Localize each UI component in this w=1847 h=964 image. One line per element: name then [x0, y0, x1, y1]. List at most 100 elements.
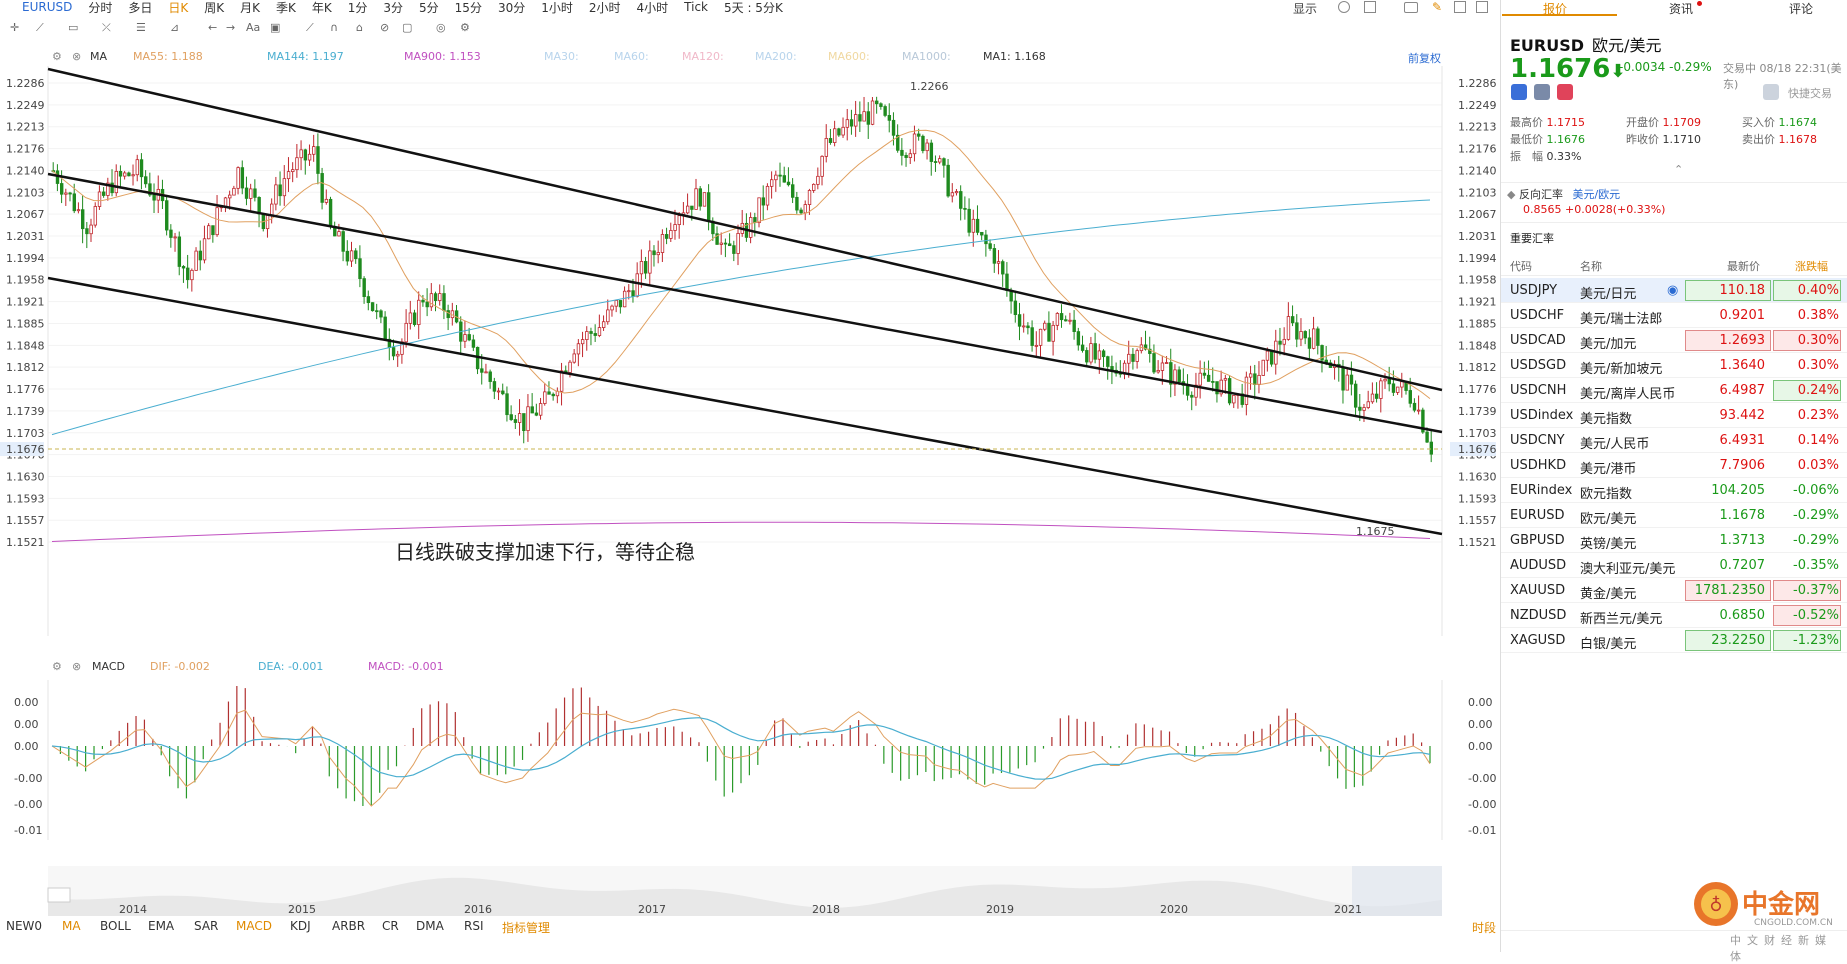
indicator-boll[interactable]: BOLL: [100, 919, 131, 933]
globe-icon[interactable]: [1511, 84, 1527, 100]
settings-icon[interactable]: ⚙: [52, 660, 62, 673]
fx-row[interactable]: EURUSD 欧元/美元 1.1678 -0.29%: [1501, 503, 1847, 528]
fx-row[interactable]: USDCNY 美元/人民币 6.4931 0.14%: [1501, 428, 1847, 453]
fx-row[interactable]: USDSGD 美元/新加坡元 1.3640 0.30%: [1501, 353, 1847, 378]
period-tab[interactable]: 5分: [419, 0, 439, 15]
watch-icon[interactable]: ◉: [1667, 283, 1679, 298]
period-tab[interactable]: 5天 : 5分K: [724, 0, 783, 15]
period-tab[interactable]: 年K: [311, 0, 332, 15]
ma-item[interactable]: MA60:: [614, 50, 649, 63]
image-tool-icon[interactable]: ▣: [270, 21, 281, 34]
symbol-tab[interactable]: EURUSD: [22, 0, 73, 14]
settings-icon[interactable]: [1338, 1, 1350, 13]
popout-icon[interactable]: [1476, 1, 1488, 13]
indicator-arbr[interactable]: ARBR: [332, 919, 366, 933]
quick-trade-button[interactable]: 快捷交易: [1788, 87, 1832, 100]
eye-icon[interactable]: ◎: [436, 21, 446, 34]
tab-news[interactable]: 资讯: [1669, 2, 1694, 16]
indicator-ema[interactable]: EMA: [148, 919, 175, 933]
period-tab[interactable]: 周K: [204, 0, 225, 15]
lock-icon[interactable]: ⌂: [356, 21, 363, 34]
adjust-button[interactable]: 前复权: [1408, 52, 1441, 65]
fx-row[interactable]: XAUUSD 黄金/美元 1781.2350 -0.37%: [1501, 578, 1847, 603]
camera-icon[interactable]: [1404, 2, 1418, 13]
chart-area[interactable]: EURUSD 分时 多日 日K 周K 月K 季K 年K 1分 3分 5分 15分…: [0, 0, 1500, 952]
fork-tool-icon[interactable]: ⤫: [102, 21, 111, 34]
fx-row[interactable]: AUDUSD 澳大利亚元/美元 0.7207 -0.35%: [1501, 553, 1847, 578]
fx-row[interactable]: USDCAD 美元/加元 1.2693 0.30%: [1501, 328, 1847, 353]
crosshair-icon[interactable]: ✛: [10, 21, 20, 34]
period-tab[interactable]: 3分: [383, 0, 404, 15]
indicator-dma[interactable]: DMA: [416, 919, 444, 933]
indicator-cr[interactable]: CR: [382, 919, 399, 933]
reverse-pair[interactable]: 美元/欧元: [1572, 188, 1621, 201]
header-change[interactable]: 涨跌幅: [1795, 260, 1828, 273]
ma-item[interactable]: MA30:: [544, 50, 579, 63]
display-menu[interactable]: 显示: [1293, 2, 1318, 16]
tab-comments[interactable]: 评论: [1789, 2, 1814, 16]
ma-item[interactable]: MA900: 1.153: [404, 50, 481, 63]
rect-tool-icon[interactable]: ▭: [68, 21, 79, 34]
ma-item[interactable]: MA55: 1.188: [133, 50, 203, 63]
macd-chart[interactable]: 0.00 0.00 0.00 0.00 0.00 0.00 -0.00 -0.00 -0.00 -…: [0, 680, 1500, 840]
period-tab-active[interactable]: 日K: [168, 0, 189, 15]
fullscreen-icon[interactable]: [1454, 1, 1466, 13]
text-tool-icon[interactable]: Aa: [246, 21, 261, 34]
delete-icon[interactable]: ▢: [402, 21, 413, 34]
ruler-icon[interactable]: ⟋: [306, 21, 314, 34]
fx-row[interactable]: USDJPY 美元/日元 110.18 0.40% ◉: [1501, 278, 1847, 303]
period-tab[interactable]: 4小时: [636, 0, 669, 15]
indicator-ma[interactable]: MA: [62, 919, 81, 933]
fx-row[interactable]: GBPUSD 英镑/美元 1.3713 -0.29%: [1501, 528, 1847, 553]
period-tab[interactable]: 2小时: [588, 0, 621, 15]
indicator-rsi[interactable]: RSI: [464, 919, 484, 933]
bell-icon[interactable]: [1763, 84, 1779, 100]
pen-icon[interactable]: ✎: [1432, 0, 1443, 14]
period-tab[interactable]: 1小时: [541, 0, 573, 15]
period-tab[interactable]: 1分: [347, 0, 368, 15]
fx-row[interactable]: NZDUSD 新西兰元/美元 0.6850 -0.52%: [1501, 603, 1847, 628]
ma-item[interactable]: MA1: 1.168: [983, 50, 1046, 63]
indicator-macd[interactable]: MACD: [236, 919, 272, 933]
arrow-right-icon[interactable]: →: [226, 21, 236, 34]
ma-item[interactable]: MA144: 1.197: [267, 50, 344, 63]
heart-icon[interactable]: [1557, 84, 1573, 100]
ma-item[interactable]: MA200:: [755, 50, 797, 63]
header-price[interactable]: 最新价: [1727, 260, 1760, 273]
magnet-icon[interactable]: ∩: [330, 21, 339, 34]
period-tab[interactable]: 多日: [128, 0, 153, 15]
fx-row[interactable]: USDindex 美元指数 93.442 0.23%: [1501, 403, 1847, 428]
ma-item[interactable]: MA120:: [682, 50, 724, 63]
fx-row[interactable]: XAGUSD 白银/美元 23.2250 -1.23%: [1501, 628, 1847, 653]
collapse-icon[interactable]: ⌃: [1674, 163, 1684, 176]
pattern-tool-icon[interactable]: ⊿: [170, 21, 180, 34]
tab-quote[interactable]: 报价: [1543, 2, 1568, 16]
indicator-sar[interactable]: SAR: [194, 919, 219, 933]
period-tab[interactable]: 15分: [454, 0, 482, 15]
period-tab[interactable]: 分时: [88, 0, 113, 15]
period-tab[interactable]: Tick: [684, 0, 708, 14]
timeframe-button[interactable]: 时段: [1472, 921, 1497, 935]
period-tab[interactable]: 月K: [240, 0, 260, 15]
indicator-kdj[interactable]: KDJ: [290, 919, 311, 933]
candlestick-chart[interactable]: 1.2286 1.2286 1.2249 1.2249 1.2213 1.2213 1.21…: [0, 66, 1500, 636]
layout-icon[interactable]: [1364, 1, 1376, 13]
ma-label[interactable]: MA: [90, 50, 108, 63]
close-icon[interactable]: ⊗: [72, 660, 82, 673]
fx-row[interactable]: USDHKD 美元/港币 7.7906 0.03%: [1501, 453, 1847, 478]
fx-row[interactable]: EURindex 欧元指数 104.205 -0.06%: [1501, 478, 1847, 503]
line-tool-icon[interactable]: ⟋: [36, 21, 44, 34]
settings-small-icon[interactable]: ⚙: [460, 21, 470, 34]
list-icon[interactable]: [1534, 84, 1550, 100]
overview-navigator[interactable]: 2014 2015 2016 2017 2018 2019 2020 2021: [0, 866, 1500, 916]
close-icon[interactable]: ⊗: [72, 50, 82, 63]
indicator-new0[interactable]: NEW0: [6, 919, 43, 933]
period-tab[interactable]: 30分: [497, 0, 526, 15]
indicator-manage-button[interactable]: 指标管理: [502, 921, 551, 935]
macd-label[interactable]: MACD: [92, 660, 125, 673]
fx-row[interactable]: USDCHF 美元/瑞士法郎 0.9201 0.38%: [1501, 303, 1847, 328]
fib-tool-icon[interactable]: ☰: [136, 21, 146, 34]
hide-icon[interactable]: ⊘: [380, 21, 390, 34]
arrow-tool-icon[interactable]: ←: [208, 21, 218, 34]
period-tab[interactable]: 季K: [276, 0, 296, 15]
